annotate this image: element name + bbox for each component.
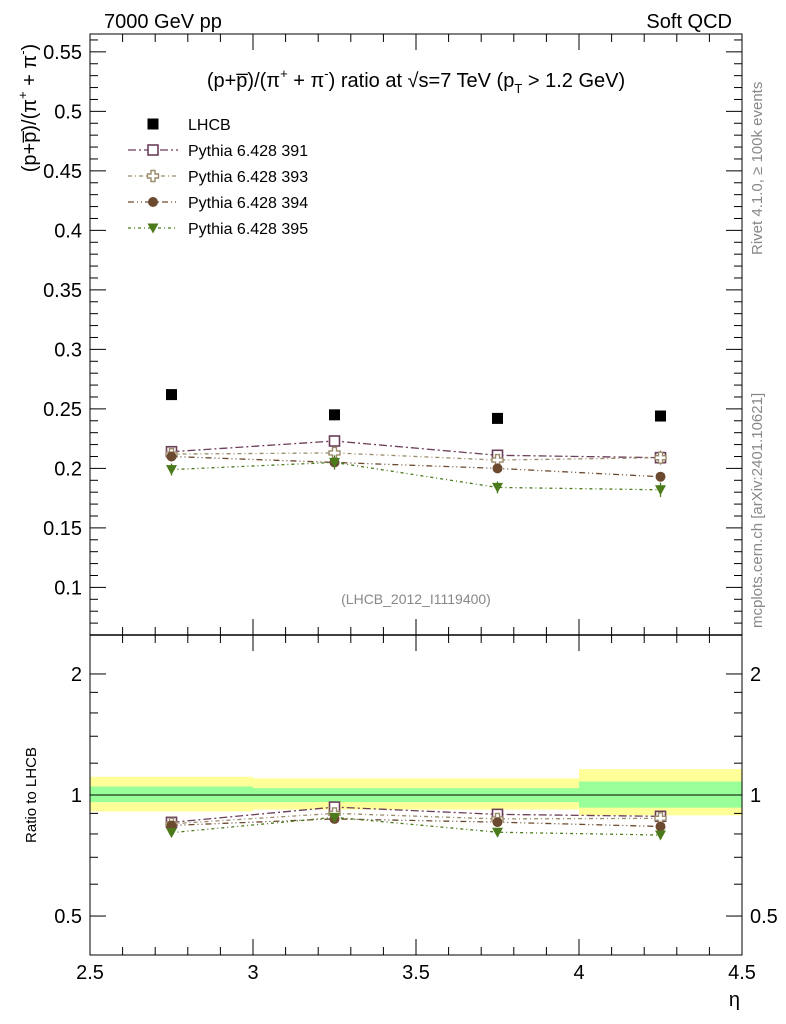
series-line — [171, 455, 661, 478]
ratio-series-395 — [166, 812, 666, 841]
analysis-watermark: (LHCB_2012_I1119400) — [341, 591, 491, 607]
x-tick-label: 3.5 — [402, 962, 430, 984]
data-point — [492, 412, 503, 424]
ratio-line — [171, 818, 661, 828]
legend-entry: Pythia 6.428 393 — [128, 169, 308, 186]
legend-label: LHCB — [188, 117, 231, 134]
series-lhcb — [166, 389, 666, 424]
legend-entry: LHCB — [147, 117, 231, 134]
ratio-line — [171, 806, 661, 824]
ratio-line — [171, 816, 661, 836]
header-right: Soft QCD — [646, 11, 732, 33]
main-y-axis-label: (p+p̅)/(π+ + π-) — [15, 44, 41, 172]
series-395 — [166, 455, 666, 497]
data-point — [329, 409, 340, 421]
data-point — [655, 471, 666, 482]
ratio-line — [171, 812, 661, 825]
main-axis-ticks — [89, 34, 743, 636]
legend-entry: Pythia 6.428 395 — [128, 221, 308, 238]
ratio-point — [655, 830, 666, 841]
series-line — [171, 440, 661, 459]
rivet-label: Rivet 4.1.0, ≥ 100k events — [749, 82, 766, 255]
legend-label: Pythia 6.428 391 — [188, 143, 308, 160]
plot-title: (p+p̅)/(π+ + π-) ratio at √s=7 TeV (pT >… — [207, 66, 625, 96]
legend-label: Pythia 6.428 395 — [188, 221, 308, 238]
data-point — [328, 435, 341, 447]
ratio-point — [166, 820, 177, 831]
legend-marker — [148, 197, 158, 207]
x-tick-label: 3 — [247, 962, 258, 984]
ratio-axis-ticks — [89, 635, 743, 956]
ratio-point — [655, 821, 666, 832]
main-y-tick-label: 0.2 — [54, 458, 82, 480]
main-y-tick-label: 0.35 — [43, 280, 82, 302]
ratio-y-tick-label: 1 — [71, 785, 82, 807]
ratio-y-tick-label: 0.5 — [54, 906, 82, 928]
ratio-point — [166, 828, 177, 839]
ratio-y-tick-label-right: 0.5 — [750, 906, 778, 928]
main-series — [165, 389, 667, 497]
data-point — [655, 410, 666, 422]
data-point — [166, 465, 177, 476]
main-y-tick-label: 0.4 — [54, 220, 82, 242]
main-y-tick-label: 0.25 — [43, 399, 82, 421]
main-y-tick-label: 0.3 — [54, 339, 82, 361]
ratio-bands — [90, 769, 742, 816]
data-point — [166, 451, 177, 462]
ratio-y-tick-label-right: 2 — [750, 664, 761, 686]
x-tick-label: 4.5 — [728, 962, 756, 984]
band-inner — [90, 786, 253, 803]
ratio-panel: 0.5 0.5 1 1 2 2 2.5 3 3.5 4 4.5 Ratio to LHCB η — [23, 634, 778, 1011]
main-y-tick-label: 0.5 — [54, 101, 82, 123]
data-point — [654, 451, 667, 464]
data-point — [329, 457, 340, 468]
legend-marker — [147, 144, 159, 156]
legend-entry: Pythia 6.428 391 — [128, 143, 308, 160]
main-y-tick-label: 0.55 — [43, 42, 82, 64]
data-point — [166, 389, 177, 401]
main-panel: 0.1 0.15 0.2 0.25 0.3 0.35 0.4 0.45 0.5 0.55 (p+p… — [15, 33, 743, 636]
data-point — [492, 482, 503, 493]
ratio-y-tick-label: 2 — [71, 664, 82, 686]
main-y-tick-label: 0.1 — [54, 577, 82, 599]
ratio-series — [165, 801, 667, 841]
legend-label: Pythia 6.428 393 — [188, 169, 308, 186]
main-y-tick-labels: 0.1 0.15 0.2 0.25 0.3 0.35 0.4 0.45 0.5 0.55 — [43, 42, 82, 600]
ratio-y-axis-label: Ratio to LHCB — [23, 747, 40, 843]
header-left: 7000 GeV pp — [104, 11, 222, 33]
mcplots-label: mcplots.cern.ch [arXiv:2401.10621] — [749, 393, 766, 628]
data-point — [655, 485, 666, 496]
ratio-y-tick-label-right: 1 — [750, 785, 761, 807]
series-394 — [166, 451, 666, 482]
series-line — [171, 461, 661, 491]
legend-marker — [147, 223, 159, 234]
ratio-point — [492, 817, 503, 828]
x-tick-label: 4 — [573, 962, 584, 984]
ratio-point — [492, 827, 503, 838]
legend-marker — [146, 169, 160, 183]
legend-entry: Pythia 6.428 394 — [128, 195, 308, 212]
x-tick-label: 2.5 — [76, 962, 104, 984]
legend-marker — [147, 118, 159, 130]
main-y-tick-label: 0.15 — [43, 518, 82, 540]
data-point — [492, 463, 503, 474]
main-y-tick-label: 0.45 — [43, 161, 82, 183]
series-line — [171, 452, 661, 461]
legend-label: Pythia 6.428 394 — [188, 195, 308, 212]
legend: LHCB Pythia 6.428 391 Pythia 6.428 393 Pyth… — [128, 117, 308, 238]
ratio-point — [329, 812, 340, 823]
ratio-tick-labels: 0.5 0.5 1 1 2 2 2.5 3 3.5 4 4.5 — [54, 664, 778, 984]
x-axis-label: η — [729, 989, 740, 1011]
